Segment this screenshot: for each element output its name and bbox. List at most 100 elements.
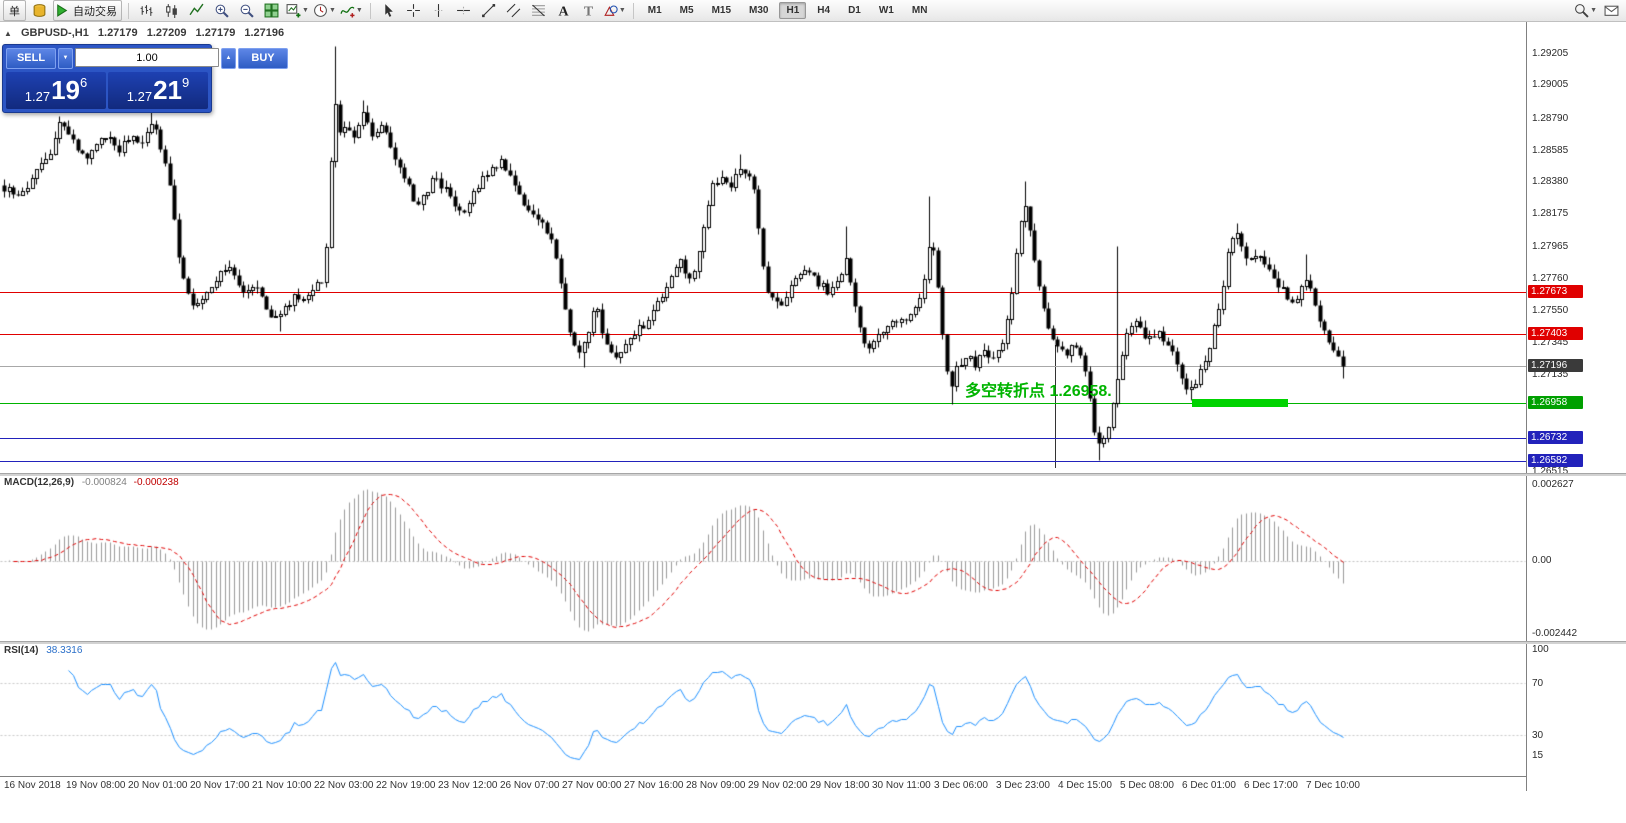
rsi-value: 38.3316: [46, 645, 83, 656]
rsi-axis-tick: 30: [1532, 730, 1544, 742]
time-label: 22 Nov 03:00: [314, 780, 374, 791]
tile-windows-button[interactable]: [260, 0, 283, 21]
price-tick: 1.26515: [1532, 466, 1569, 477]
timeframe-m5-button[interactable]: M5: [679, 5, 694, 16]
pivot-annotation[interactable]: 多空转折点 1.26958.: [965, 383, 1112, 400]
price-chart-canvas[interactable]: [0, 22, 1526, 473]
horizontal-line-button[interactable]: [452, 0, 475, 21]
timeframe-m30-button[interactable]: M30: [749, 5, 769, 16]
vertical-line-button[interactable]: [427, 0, 450, 21]
time-label: 27 Nov 16:00: [624, 780, 684, 791]
new-order-button[interactable]: 单: [3, 0, 26, 21]
rsi-name: RSI(14): [4, 645, 39, 656]
bar-chart-button[interactable]: [135, 0, 158, 21]
sell-price-pipette: 6: [80, 75, 88, 90]
rsi-canvas[interactable]: [0, 643, 1526, 775]
time-label: 23 Nov 12:00: [438, 780, 498, 791]
time-label: 22 Nov 19:00: [376, 780, 436, 791]
history-data-icon[interactable]: [28, 0, 51, 21]
rsi-axis-tick: 100: [1532, 644, 1549, 655]
volume-input[interactable]: [75, 48, 219, 67]
sell-price-prefix: 1.27: [24, 89, 51, 104]
price-chart-pane: 多空转折点 1.26958. ▲ GBPUSD-,H1 1.27179 1.27…: [0, 22, 1526, 473]
indicators-button[interactable]: ▼: [339, 0, 364, 21]
ohlc-low: 1.27179: [195, 27, 236, 39]
price-axis[interactable]: 1.29205 1.29005 1.28790 1.28585 1.28380 1.281…: [1526, 22, 1626, 791]
timeframe-m15-button[interactable]: M15: [711, 5, 732, 16]
text-button[interactable]: A: [552, 0, 575, 21]
sell-price-big: 19: [51, 75, 80, 105]
macd-label-row: MACD(12,26,9) -0.000824 -0.000238: [4, 477, 179, 488]
pivot-highlight-segment[interactable]: [1192, 399, 1288, 407]
time-label: 4 Dec 15:00: [1058, 780, 1112, 791]
macd-axis-max: 0.002627: [1532, 479, 1574, 490]
chart-symbol-period: GBPUSD-,H1: [20, 27, 89, 39]
pane-separator[interactable]: [0, 641, 1626, 644]
one-click-collapse-arrow[interactable]: ▲: [4, 29, 12, 38]
buy-price-prefix: 1.27: [126, 89, 153, 104]
time-label: 20 Nov 17:00: [190, 780, 250, 791]
time-label: 5 Dec 08:00: [1120, 780, 1174, 791]
equidistant-channel-button[interactable]: [502, 0, 525, 21]
timeframe-h1-button[interactable]: H1: [779, 2, 807, 19]
time-axis[interactable]: 16 Nov 2018 19 Nov 08:00 20 Nov 01:00 20 No…: [0, 776, 1626, 795]
search-button[interactable]: ▼: [1573, 0, 1598, 21]
macd-name: MACD(12,26,9): [4, 477, 75, 488]
line-chart-button[interactable]: [185, 0, 208, 21]
sell-price[interactable]: 1.27 19 6: [6, 72, 106, 109]
time-label: 16 Nov 2018: [4, 780, 61, 791]
price-tick: 1.29205: [1532, 48, 1569, 59]
macd-signal-value: -0.000238: [133, 477, 179, 488]
timeframe-m1-button[interactable]: M1: [647, 5, 662, 16]
crosshair-button[interactable]: [402, 0, 425, 21]
price-badge: 1.26732: [1528, 431, 1583, 444]
one-click-trading-panel: SELL ▼ ▲ BUY 1.27 19 6 1.27 21 9: [2, 44, 288, 113]
timeframe-d1-button[interactable]: D1: [848, 5, 861, 16]
price-tick: 1.29005: [1532, 79, 1569, 90]
buy-price-big: 21: [153, 75, 182, 105]
cursor-button[interactable]: [377, 0, 400, 21]
candlestick-button[interactable]: [160, 0, 183, 21]
price-tick: 1.27760: [1532, 273, 1569, 284]
profiles-button[interactable]: ▼: [312, 0, 337, 21]
autotrading-button[interactable]: 自动交易: [53, 0, 122, 21]
indicators-button-caret[interactable]: ▼: [355, 7, 363, 14]
volume-decrease-button[interactable]: ▼: [58, 48, 73, 69]
buy-button[interactable]: BUY: [238, 48, 288, 69]
new-chart-button[interactable]: ▼: [285, 0, 310, 21]
time-label: 29 Nov 02:00: [748, 780, 808, 791]
pane-separator[interactable]: [0, 473, 1626, 476]
mail-button[interactable]: [1600, 0, 1623, 21]
timeframe-h4-button[interactable]: H4: [817, 5, 831, 16]
volume-increase-button[interactable]: ▲: [221, 48, 236, 69]
text-label-button[interactable]: T: [577, 0, 600, 21]
time-label: 26 Nov 07:00: [500, 780, 560, 791]
price-tick: 1.28790: [1532, 113, 1569, 124]
price-badge: 1.27673: [1528, 285, 1583, 298]
trendline-button[interactable]: [477, 0, 500, 21]
ohlc-high: 1.27209: [146, 27, 187, 39]
ohlc-open: 1.27179: [97, 27, 138, 39]
macd-canvas[interactable]: [0, 475, 1526, 641]
time-label: 27 Nov 00:00: [562, 780, 622, 791]
timeframe-mn-button[interactable]: MN: [911, 5, 928, 16]
profiles-button-caret[interactable]: ▼: [328, 7, 336, 14]
time-label: 28 Nov 09:00: [686, 780, 746, 791]
zoom-in-button[interactable]: [210, 0, 233, 21]
macd-axis-min: -0.002442: [1532, 628, 1578, 639]
time-label: 30 Nov 11:00: [872, 780, 931, 791]
search-button-caret[interactable]: ▼: [1590, 7, 1597, 14]
timeframe-w1-button[interactable]: W1: [878, 5, 894, 16]
zoom-out-button[interactable]: [235, 0, 258, 21]
buy-price[interactable]: 1.27 21 9: [108, 72, 208, 109]
price-badge: 1.27403: [1528, 327, 1583, 340]
arrows-button[interactable]: ▼: [602, 0, 627, 21]
price-badge: 1.26958: [1528, 396, 1583, 409]
svg-text:T: T: [584, 4, 594, 18]
fibonacci-button[interactable]: [527, 0, 550, 21]
arrows-button-caret[interactable]: ▼: [618, 7, 626, 14]
time-label: 3 Dec 23:00: [996, 780, 1050, 791]
macd-pane: MACD(12,26,9) -0.000824 -0.000238: [0, 475, 1526, 641]
sell-button[interactable]: SELL: [6, 48, 56, 69]
new-chart-button-caret[interactable]: ▼: [302, 7, 309, 14]
